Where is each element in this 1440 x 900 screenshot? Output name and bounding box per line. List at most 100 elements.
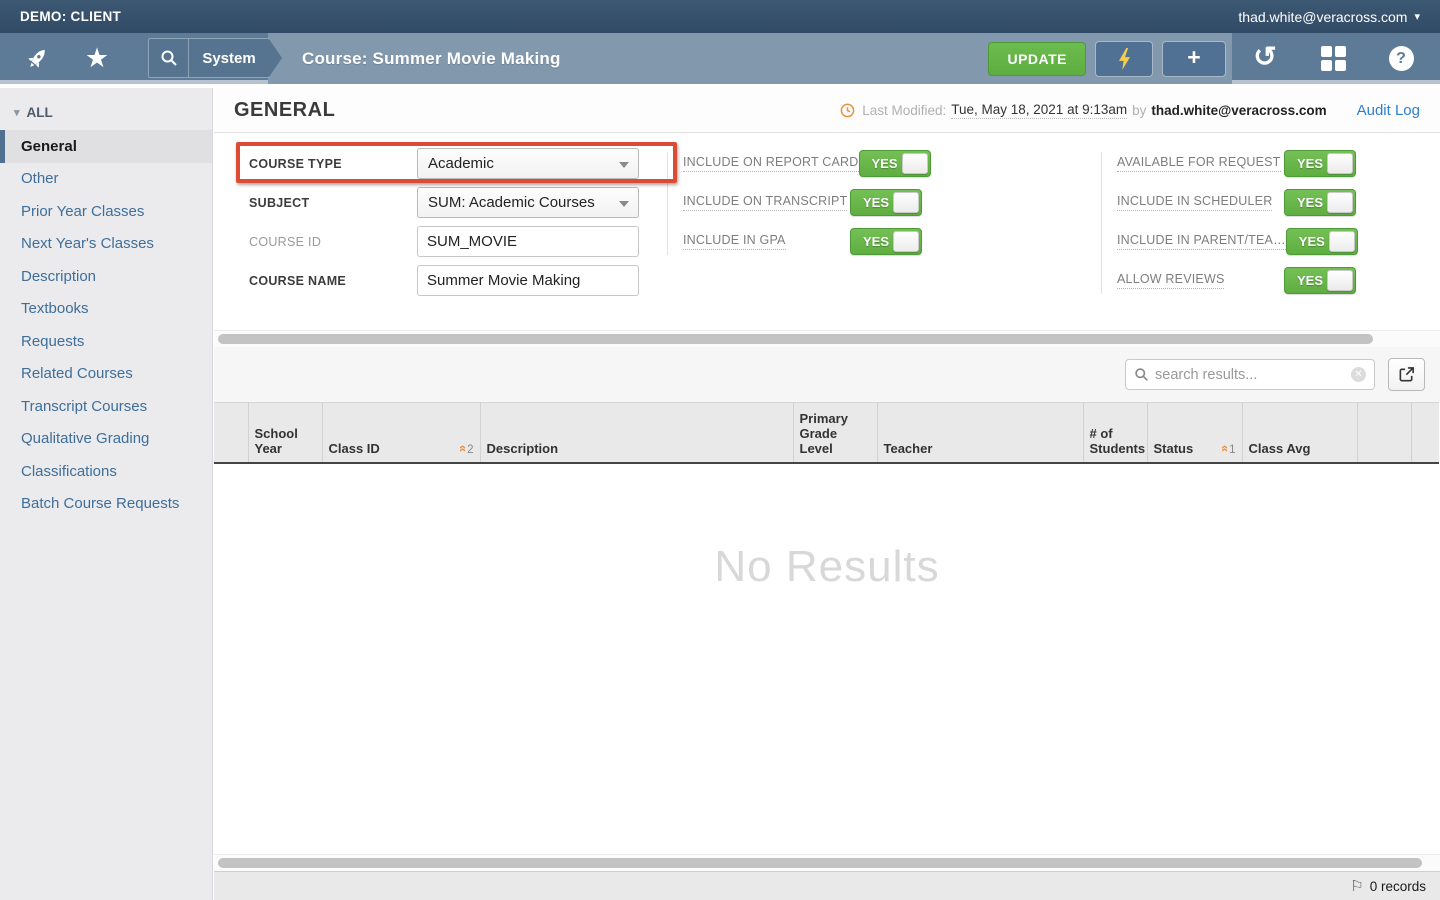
allow-reviews-label: ALLOW REVIEWS bbox=[1117, 272, 1225, 289]
include-in-parent-teacher-toggle[interactable]: YES bbox=[1285, 228, 1358, 255]
record-count: 0 records bbox=[1369, 878, 1426, 894]
launch-button[interactable] bbox=[22, 44, 52, 74]
history-icon: ↺ bbox=[1253, 40, 1277, 72]
general-form: COURSE TYPE Academic SUBJECT SUM: Academ… bbox=[214, 133, 1440, 330]
column-header-blank-3[interactable] bbox=[1411, 402, 1439, 464]
sidebar-item-related-courses[interactable]: Related Courses bbox=[21, 365, 133, 383]
nav-actions: UPDATE + bbox=[988, 40, 1232, 77]
sort-indicator: «2 bbox=[455, 443, 474, 456]
topbar: DEMO: CLIENT thad.white@veracross.com ▾ bbox=[0, 0, 1440, 33]
toggle-value: YES bbox=[1297, 273, 1324, 288]
chevron-down-icon: ▾ bbox=[1414, 11, 1420, 23]
subject-select[interactable]: SUM: Academic Courses bbox=[417, 187, 639, 218]
course-id-label: COURSE ID bbox=[249, 234, 322, 249]
include-in-scheduler-toggle[interactable]: YES bbox=[1284, 189, 1356, 216]
course-type-value: Academic bbox=[428, 155, 494, 172]
clock-icon bbox=[840, 103, 855, 118]
results-table-body: No Results bbox=[214, 463, 1440, 854]
chevron-down-icon: ▾ bbox=[14, 107, 20, 119]
subject-value: SUM: Academic Courses bbox=[428, 194, 595, 211]
clear-search-icon[interactable]: ✕ bbox=[1351, 367, 1366, 382]
user-menu[interactable]: thad.white@veracross.com ▾ bbox=[1238, 9, 1420, 25]
allow-reviews-toggle[interactable]: YES bbox=[1284, 267, 1356, 294]
scrollbar-thumb[interactable] bbox=[218, 858, 1422, 868]
sidebar-item-next-years-classes[interactable]: Next Year's Classes bbox=[21, 235, 154, 253]
results-search-input[interactable] bbox=[1155, 366, 1345, 383]
sidebar: ▾ ALL General Other Prior Year Classes N… bbox=[0, 88, 213, 900]
breadcrumb-arrow bbox=[269, 39, 282, 77]
footer-bar: ⚐ 0 records bbox=[214, 871, 1440, 900]
available-for-request-toggle[interactable]: YES bbox=[1284, 150, 1356, 177]
results-search-box: ✕ bbox=[1125, 359, 1375, 390]
sort-ascending-icon: « bbox=[1217, 444, 1233, 452]
column-header-school-year[interactable]: School Year bbox=[248, 402, 323, 464]
environment-label: DEMO: CLIENT bbox=[20, 9, 122, 24]
external-link-icon bbox=[1398, 366, 1415, 383]
include-on-report-card-toggle[interactable]: YES bbox=[858, 150, 931, 177]
include-in-gpa-label: INCLUDE IN GPA bbox=[683, 233, 786, 250]
column-header-teacher[interactable]: Teacher bbox=[877, 402, 1084, 464]
grid-icon bbox=[1320, 46, 1346, 71]
available-for-request-label: AVAILABLE FOR REQUEST bbox=[1117, 155, 1281, 172]
course-name-input[interactable] bbox=[417, 265, 639, 296]
toggle-value: YES bbox=[1298, 234, 1325, 249]
audit-log-link[interactable]: Audit Log bbox=[1356, 101, 1420, 119]
course-id-input[interactable] bbox=[417, 226, 639, 257]
column-header-num-students[interactable]: # of Students bbox=[1083, 402, 1148, 464]
toggle-knob bbox=[893, 231, 919, 252]
sidebar-item-general[interactable]: General bbox=[0, 130, 212, 163]
search-system-group: System bbox=[148, 38, 282, 78]
column-header-status[interactable]: Status «1 bbox=[1147, 402, 1243, 464]
add-button[interactable]: + bbox=[1162, 40, 1226, 77]
toggle-knob bbox=[901, 153, 928, 174]
toggle-value: YES bbox=[1297, 156, 1324, 171]
apps-button[interactable] bbox=[1318, 44, 1348, 74]
open-in-new-window-button[interactable] bbox=[1388, 358, 1425, 391]
plus-icon: + bbox=[1187, 43, 1201, 70]
update-button[interactable]: UPDATE bbox=[988, 41, 1086, 76]
include-in-gpa-toggle[interactable]: YES bbox=[850, 228, 922, 255]
favorites-button[interactable]: ★ bbox=[82, 44, 112, 74]
sidebar-item-classifications[interactable]: Classifications bbox=[21, 462, 117, 480]
column-label: Status bbox=[1153, 440, 1194, 456]
column-header-blank-2[interactable] bbox=[1357, 402, 1412, 464]
scrollbar-thumb[interactable] bbox=[218, 334, 1373, 344]
column-header-primary-grade-level[interactable]: Primary Grade Level bbox=[793, 402, 878, 464]
column-header-class-id[interactable]: Class ID «2 bbox=[322, 402, 481, 464]
sidebar-item-prior-year-classes[interactable]: Prior Year Classes bbox=[21, 202, 145, 220]
toggle-value: YES bbox=[863, 234, 890, 249]
sidebar-item-description[interactable]: Description bbox=[21, 267, 97, 285]
column-label: Class ID bbox=[328, 440, 380, 456]
sidebar-item-textbooks[interactable]: Textbooks bbox=[21, 300, 89, 318]
star-icon: ★ bbox=[84, 43, 110, 73]
sidebar-item-other[interactable]: Other bbox=[21, 170, 59, 188]
include-in-gpa-row: INCLUDE IN GPA YES bbox=[683, 226, 922, 257]
system-breadcrumb[interactable]: System bbox=[202, 49, 256, 67]
course-type-select[interactable]: Academic bbox=[417, 148, 639, 179]
sidebar-item-transcript-courses[interactable]: Transcript Courses bbox=[21, 397, 148, 415]
chevron-down-icon bbox=[619, 162, 629, 168]
sidebar-item-requests[interactable]: Requests bbox=[21, 332, 85, 350]
column-header-description[interactable]: Description bbox=[480, 402, 794, 464]
no-results-message: No Results bbox=[714, 541, 940, 591]
global-search-button[interactable] bbox=[149, 39, 189, 77]
history-button[interactable]: ↺ bbox=[1250, 40, 1280, 74]
column-header-class-avg[interactable]: Class Avg bbox=[1242, 402, 1358, 464]
subject-label: SUBJECT bbox=[249, 195, 310, 210]
form-column-report: INCLUDE ON REPORT CARD YES INCLUDE ON TR… bbox=[667, 148, 1101, 330]
course-name-label: COURSE NAME bbox=[249, 273, 347, 288]
toggle-knob bbox=[1328, 231, 1355, 252]
sidebar-item-qualitative-grading[interactable]: Qualitative Grading bbox=[21, 430, 150, 448]
include-in-parent-teacher-row: INCLUDE IN PARENT/TEA… YES bbox=[1117, 226, 1358, 257]
help-button[interactable]: ? bbox=[1386, 44, 1416, 74]
include-on-transcript-toggle[interactable]: YES bbox=[850, 189, 922, 216]
column-header-blank[interactable] bbox=[214, 402, 249, 464]
sidebar-item-batch-course-requests[interactable]: Batch Course Requests bbox=[21, 495, 180, 513]
flag-icon: ⚐ bbox=[1350, 878, 1364, 895]
rocket-icon bbox=[24, 46, 50, 72]
sidebar-group-all[interactable]: ▾ ALL bbox=[0, 88, 212, 130]
quick-actions-button[interactable] bbox=[1095, 40, 1153, 77]
include-on-report-card-label: INCLUDE ON REPORT CARD bbox=[683, 155, 859, 172]
breadcrumb-page-title: Course: Summer Movie Making bbox=[302, 48, 561, 68]
form-column-main: COURSE TYPE Academic SUBJECT SUM: Academ… bbox=[214, 142, 677, 330]
